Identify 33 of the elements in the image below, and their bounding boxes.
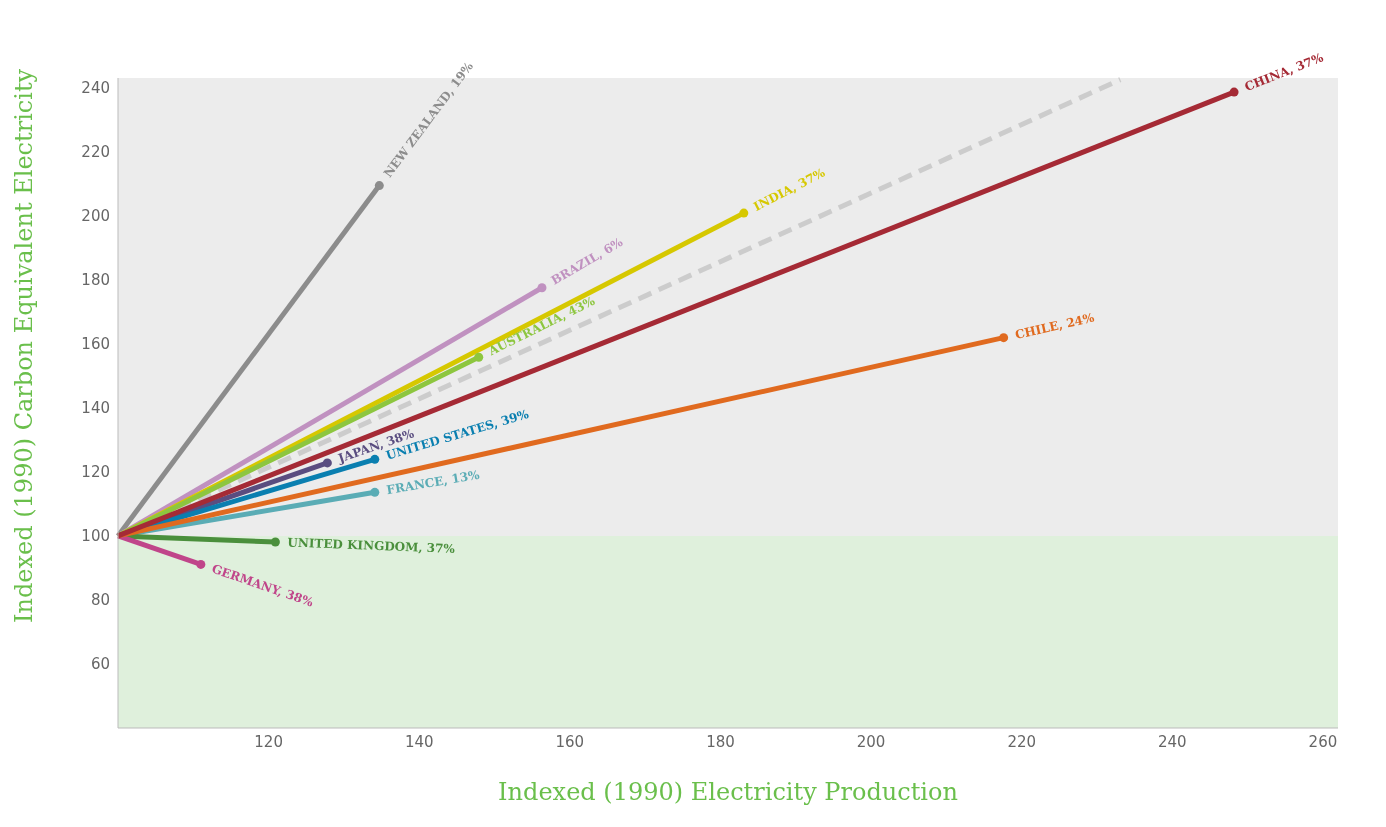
y-tick-label: 100 xyxy=(81,527,110,546)
y-tick-label: 180 xyxy=(81,271,110,290)
x-tick-label: 200 xyxy=(856,732,886,751)
y-tick-label: 140 xyxy=(81,399,110,418)
x-tick-label: 260 xyxy=(1308,732,1338,751)
x-tick-label: 160 xyxy=(555,732,585,751)
point xyxy=(370,487,380,497)
x-tick-label: 220 xyxy=(1007,732,1037,751)
text: CHILE, 24% xyxy=(1013,310,1097,342)
point xyxy=(196,559,206,569)
x-axis-title: Indexed (1990) Electricity Production xyxy=(498,778,958,806)
point xyxy=(739,208,749,218)
series-label: UNITED KINGDOM, 37% xyxy=(287,535,456,556)
point xyxy=(270,537,280,547)
x-tick-label: 140 xyxy=(404,732,434,751)
x-tick-label: 120 xyxy=(254,732,283,751)
y-tick-label: 80 xyxy=(90,591,110,610)
y-tick-label: 60 xyxy=(90,655,110,674)
point xyxy=(999,333,1009,343)
y-tick-label: 120 xyxy=(81,463,110,482)
point xyxy=(537,283,547,293)
point xyxy=(322,458,332,468)
point xyxy=(1229,87,1239,97)
y-tick-label: 200 xyxy=(81,207,110,226)
y-tick-label: 220 xyxy=(81,142,110,161)
point xyxy=(374,181,384,191)
point xyxy=(474,352,484,362)
y-tick-label: 240 xyxy=(81,78,110,97)
x-tick-label: 240 xyxy=(1158,732,1187,751)
y-tick-label: 160 xyxy=(81,335,110,354)
x-tick-label: 180 xyxy=(706,732,735,751)
text: FRANCE, 13% xyxy=(385,467,481,498)
y-axis-title: Indexed (1990) Carbon Equivalent Electricity xyxy=(9,68,38,623)
